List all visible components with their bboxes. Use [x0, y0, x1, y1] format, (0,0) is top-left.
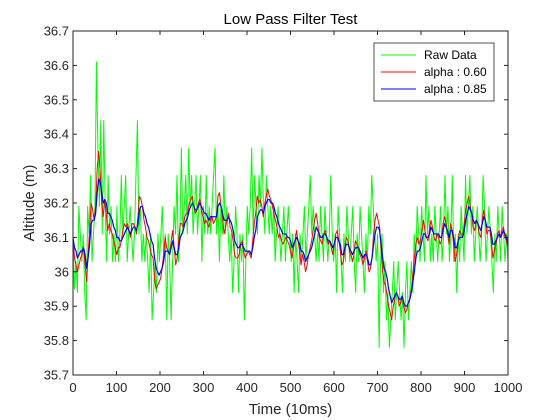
legend-label-alpha-0-85: alpha : 0.85 [424, 82, 487, 96]
y-tick-label: 36.2 [44, 196, 69, 211]
y-tick-label: 36 [55, 264, 69, 279]
x-tick-label: 1000 [494, 380, 523, 395]
x-tick-label: 0 [69, 380, 76, 395]
y-tick-label: 36.5 [44, 92, 69, 107]
x-tick-label: 100 [106, 380, 128, 395]
x-tick-label: 800 [410, 380, 432, 395]
series-line-raw-data [72, 61, 509, 348]
series-line-alpha-0-60 [72, 150, 509, 321]
y-tick-label: 36.4 [44, 127, 69, 142]
y-axis-label: Altitude (m) [21, 165, 38, 242]
x-tick-label: 700 [367, 380, 389, 395]
legend-label-alpha-0-60: alpha : 0.60 [424, 65, 487, 79]
x-tick-label: 400 [236, 380, 258, 395]
x-tick-label: 600 [323, 380, 345, 395]
y-tick-label: 35.9 [44, 299, 69, 314]
x-tick-label: 200 [149, 380, 171, 395]
series-line-alpha-0-85 [72, 178, 509, 307]
chart-title: Low Pass Filter Test [224, 11, 359, 28]
legend: Raw Data alpha : 0.60 alpha : 0.85 [373, 42, 495, 102]
legend-label-raw-data: Raw Data [424, 48, 477, 62]
x-tick-label: 900 [454, 380, 476, 395]
y-tick-label: 35.8 [44, 333, 69, 348]
ticks-layer: 0 100 200 300 400 500 600 700 800 900 1000 35.7 35.8… [44, 24, 523, 396]
series-layer [72, 61, 509, 348]
x-tick-label: 500 [280, 380, 302, 395]
y-tick-label: 36.3 [44, 161, 69, 176]
y-tick-label: 36.1 [44, 230, 69, 245]
y-tick-label: 36.6 [44, 58, 69, 73]
y-tick-label: 36.7 [44, 24, 69, 39]
x-tick-label: 300 [193, 380, 215, 395]
x-axis-label: Time (10ms) [249, 401, 333, 418]
y-tick-label: 35.7 [44, 368, 69, 383]
